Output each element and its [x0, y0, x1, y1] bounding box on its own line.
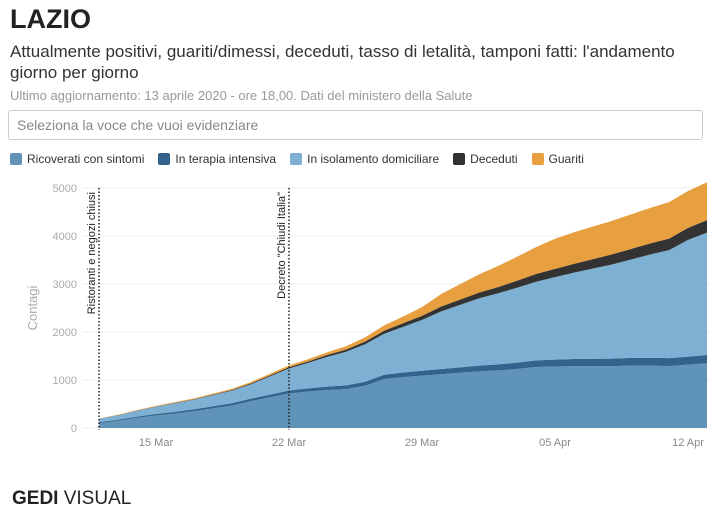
- legend-item[interactable]: In isolamento domiciliare: [290, 152, 439, 166]
- x-tick-label: 05 Apr: [539, 437, 571, 449]
- legend-swatch: [290, 153, 303, 165]
- x-tick-label: 15 Mar: [139, 437, 174, 449]
- legend-swatch: [158, 153, 171, 165]
- last-updated: Ultimo aggiornamento: 13 aprile 2020 - o…: [10, 88, 473, 103]
- annotation-label: Decreto "Chiudi Italia": [276, 192, 288, 299]
- series-select[interactable]: Seleziona la voce che vuoi evidenziare: [8, 110, 703, 140]
- subtitle: Attualmente positivi, guariti/dimessi, d…: [10, 42, 675, 82]
- y-tick-label: 2000: [53, 327, 77, 339]
- legend-swatch: [453, 153, 466, 165]
- legend-item[interactable]: Ricoverati con sintomi: [10, 152, 144, 166]
- legend-swatch: [531, 153, 544, 165]
- legend-item[interactable]: Deceduti: [453, 152, 518, 166]
- area-in-terapia-intensiva[interactable]: [99, 355, 707, 424]
- x-tick-label: 12 Apr: [672, 437, 704, 449]
- y-tick-label: 4000: [53, 231, 77, 243]
- x-tick-label: 22 Mar: [272, 437, 307, 449]
- legend-item[interactable]: In terapia intensiva: [158, 152, 276, 166]
- gedi-visual-logo: GEDI VISUAL: [12, 488, 132, 509]
- legend-label: In isolamento domiciliare: [307, 152, 440, 166]
- area-chart: 0 1000 2000 3000 4000 5000 Contagi 15 Mar 22 Mar…: [25, 182, 710, 449]
- legend-label: Deceduti: [470, 152, 518, 166]
- area-ricoverati-con-sintomi[interactable]: [99, 363, 707, 428]
- area-in-isolamento-domiciliare[interactable]: [99, 232, 707, 423]
- x-tick-label: 29 Mar: [405, 437, 440, 449]
- y-tick-label: 1000: [53, 375, 77, 387]
- legend-label: In terapia intensiva: [175, 152, 277, 166]
- y-tick-label: 3000: [53, 279, 77, 291]
- y-tick-label: 0: [71, 423, 77, 435]
- y-axis-label: Contagi: [25, 285, 40, 330]
- legend: Ricoverati con sintomi In terapia intensi…: [10, 152, 584, 166]
- page-title: LAZIO: [10, 4, 91, 34]
- legend-swatch: [10, 153, 22, 165]
- legend-item[interactable]: Guariti: [531, 152, 584, 166]
- area-guariti[interactable]: [99, 182, 707, 419]
- area-deceduti[interactable]: [99, 220, 707, 419]
- legend-label: Guariti: [548, 152, 584, 166]
- annotation-label: Ristoranti e negozi chiusi: [86, 192, 98, 314]
- y-tick-label: 5000: [53, 183, 77, 195]
- legend-label: Ricoverati con sintomi: [27, 152, 145, 166]
